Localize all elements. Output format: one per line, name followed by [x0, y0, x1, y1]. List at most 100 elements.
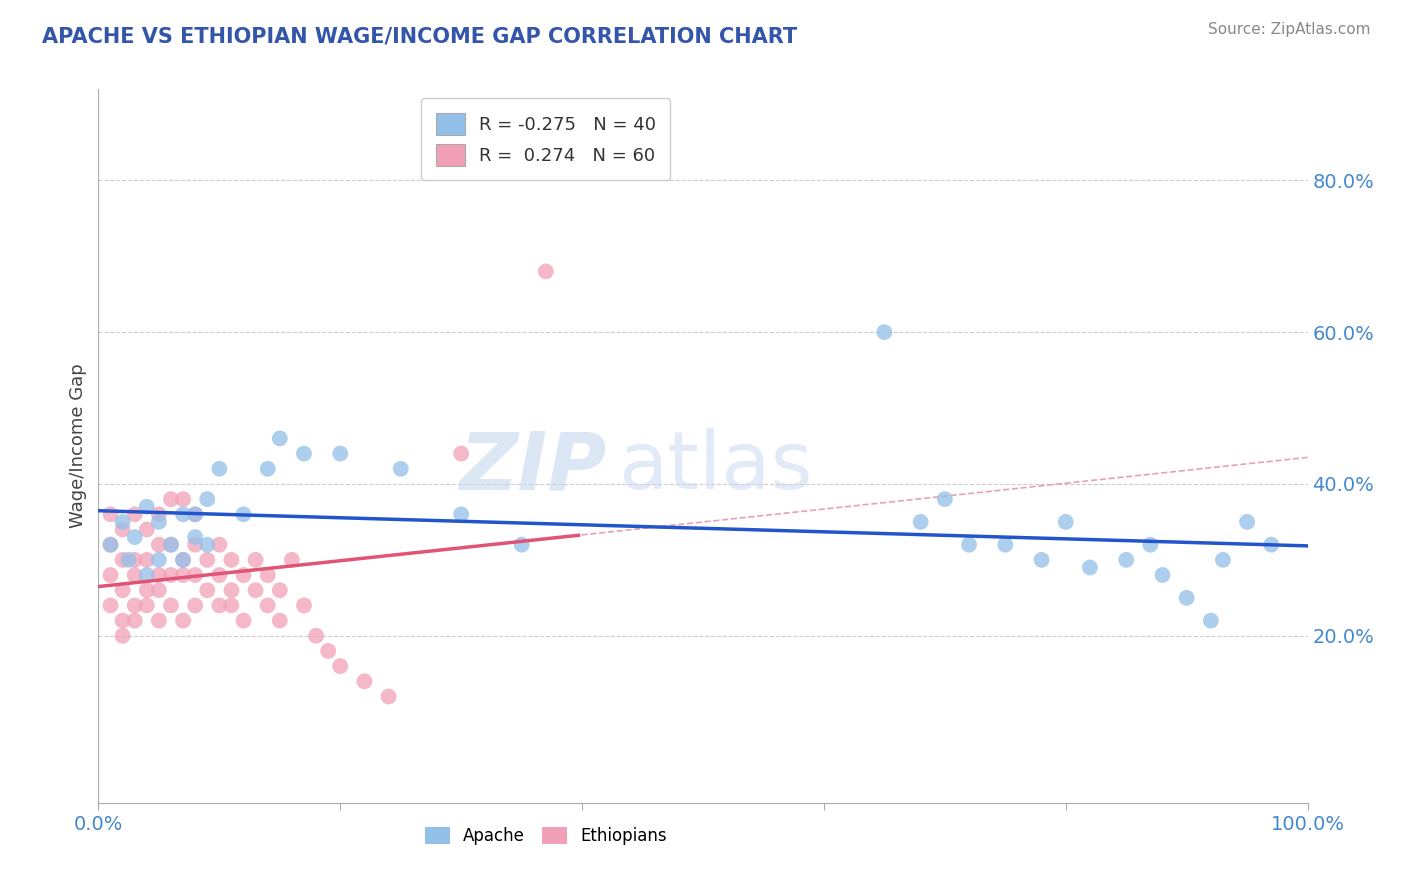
Point: [221, 583, 243, 598]
Point: [160, 538, 183, 552]
Point: [208, 538, 231, 552]
Point: [281, 553, 304, 567]
Point: [269, 614, 291, 628]
Point: [148, 583, 170, 598]
Point: [100, 568, 122, 582]
Point: [172, 553, 194, 567]
Point: [124, 530, 146, 544]
Point: [1152, 568, 1174, 582]
Point: [221, 553, 243, 567]
Point: [124, 614, 146, 628]
Point: [389, 462, 412, 476]
Point: [184, 508, 207, 522]
Point: [172, 568, 194, 582]
Point: [221, 599, 243, 613]
Point: [135, 553, 157, 567]
Point: [135, 523, 157, 537]
Point: [450, 447, 472, 461]
Point: [256, 568, 278, 582]
Point: [135, 500, 157, 514]
Point: [124, 553, 146, 567]
Point: [1260, 538, 1282, 552]
Point: [195, 492, 218, 507]
Point: [172, 492, 194, 507]
Point: [100, 599, 122, 613]
Point: [160, 492, 183, 507]
Point: [208, 462, 231, 476]
Point: [184, 530, 207, 544]
Point: [148, 568, 170, 582]
Point: [510, 538, 533, 552]
Point: [111, 614, 134, 628]
Point: [1236, 515, 1258, 529]
Point: [269, 431, 291, 445]
Text: Source: ZipAtlas.com: Source: ZipAtlas.com: [1208, 22, 1371, 37]
Point: [256, 462, 278, 476]
Point: [208, 568, 231, 582]
Point: [1031, 553, 1053, 567]
Point: [172, 508, 194, 522]
Point: [232, 508, 254, 522]
Point: [232, 568, 254, 582]
Point: [269, 583, 291, 598]
Point: [1115, 553, 1137, 567]
Point: [111, 583, 134, 598]
Point: [1175, 591, 1198, 605]
Point: [160, 538, 183, 552]
Point: [135, 599, 157, 613]
Legend: Apache, Ethiopians: Apache, Ethiopians: [418, 820, 673, 852]
Point: [208, 599, 231, 613]
Point: [245, 553, 267, 567]
Point: [160, 568, 183, 582]
Point: [160, 599, 183, 613]
Point: [172, 553, 194, 567]
Point: [934, 492, 956, 507]
Point: [118, 553, 141, 567]
Point: [111, 553, 134, 567]
Point: [111, 515, 134, 529]
Point: [184, 508, 207, 522]
Point: [450, 508, 472, 522]
Point: [195, 553, 218, 567]
Point: [873, 325, 896, 339]
Point: [135, 583, 157, 598]
Text: atlas: atlas: [619, 428, 813, 507]
Point: [329, 447, 352, 461]
Point: [1054, 515, 1077, 529]
Point: [1078, 560, 1101, 574]
Point: [184, 599, 207, 613]
Point: [1199, 614, 1222, 628]
Point: [329, 659, 352, 673]
Point: [184, 568, 207, 582]
Point: [910, 515, 932, 529]
Point: [377, 690, 399, 704]
Point: [195, 538, 218, 552]
Point: [305, 629, 328, 643]
Point: [124, 508, 146, 522]
Point: [195, 583, 218, 598]
Point: [135, 568, 157, 582]
Point: [100, 508, 122, 522]
Point: [148, 515, 170, 529]
Point: [292, 599, 315, 613]
Point: [111, 523, 134, 537]
Point: [353, 674, 375, 689]
Point: [994, 538, 1017, 552]
Point: [534, 264, 557, 278]
Point: [124, 568, 146, 582]
Point: [1139, 538, 1161, 552]
Point: [100, 538, 122, 552]
Point: [957, 538, 980, 552]
Point: [124, 599, 146, 613]
Point: [148, 508, 170, 522]
Point: [292, 447, 315, 461]
Point: [184, 538, 207, 552]
Point: [245, 583, 267, 598]
Point: [232, 614, 254, 628]
Point: [148, 553, 170, 567]
Point: [1212, 553, 1234, 567]
Point: [111, 629, 134, 643]
Text: ZIP: ZIP: [458, 428, 606, 507]
Point: [100, 538, 122, 552]
Point: [148, 538, 170, 552]
